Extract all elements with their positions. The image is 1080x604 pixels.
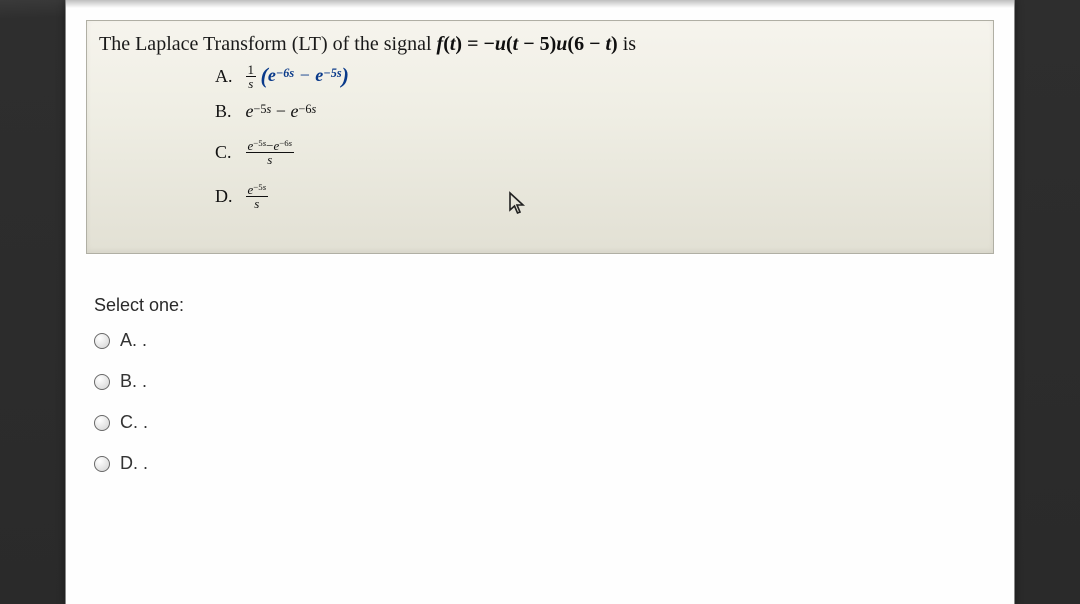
options: A. 1s (e−6s − e−5s) B. e−5s − e−6s C. e−…	[215, 63, 349, 229]
radio-icon[interactable]	[94, 333, 110, 349]
option-c-math: e−5s−e−6s s	[246, 139, 295, 167]
stem-math: f(t) = −u(t − 5)u(6 − t)	[437, 33, 623, 55]
option-b: B. e−5s − e−6s	[215, 101, 349, 133]
question-box: The Laplace Transform (LT) of the signal…	[86, 20, 994, 254]
option-c-letter: C.	[215, 143, 241, 163]
answer-area: Select one: A. . B. . C. . D. .	[86, 295, 986, 494]
choice-b[interactable]: B. .	[94, 371, 986, 392]
option-a-math: 1s (e−6s − e−5s)	[246, 63, 349, 91]
option-d-math: e−5s s	[246, 183, 269, 211]
select-one-label: Select one:	[94, 295, 986, 316]
cursor-icon	[507, 191, 527, 217]
option-d-letter: D.	[215, 187, 241, 207]
choice-a[interactable]: A. .	[94, 330, 986, 351]
choice-d-label: D. .	[120, 453, 148, 474]
stem-prefix: The Laplace Transform (LT) of the signal	[99, 33, 437, 55]
quiz-panel: The Laplace Transform (LT) of the signal…	[65, 0, 1015, 604]
choice-c[interactable]: C. .	[94, 412, 986, 433]
radio-icon[interactable]	[94, 456, 110, 472]
choice-c-label: C. .	[120, 412, 148, 433]
stem-suffix: is	[623, 33, 636, 55]
option-b-math: e−5s − e−6s	[246, 102, 317, 122]
option-d: D. e−5s s	[215, 183, 349, 223]
option-a-letter: A.	[215, 67, 241, 87]
choice-b-label: B. .	[120, 371, 147, 392]
radio-icon[interactable]	[94, 374, 110, 390]
option-c: C. e−5s−e−6s s	[215, 139, 349, 177]
choice-a-label: A. .	[120, 330, 147, 351]
option-a: A. 1s (e−6s − e−5s)	[215, 63, 349, 95]
choice-d[interactable]: D. .	[94, 453, 986, 474]
radio-icon[interactable]	[94, 415, 110, 431]
question-stem: The Laplace Transform (LT) of the signal…	[99, 33, 636, 56]
option-b-letter: B.	[215, 102, 241, 122]
